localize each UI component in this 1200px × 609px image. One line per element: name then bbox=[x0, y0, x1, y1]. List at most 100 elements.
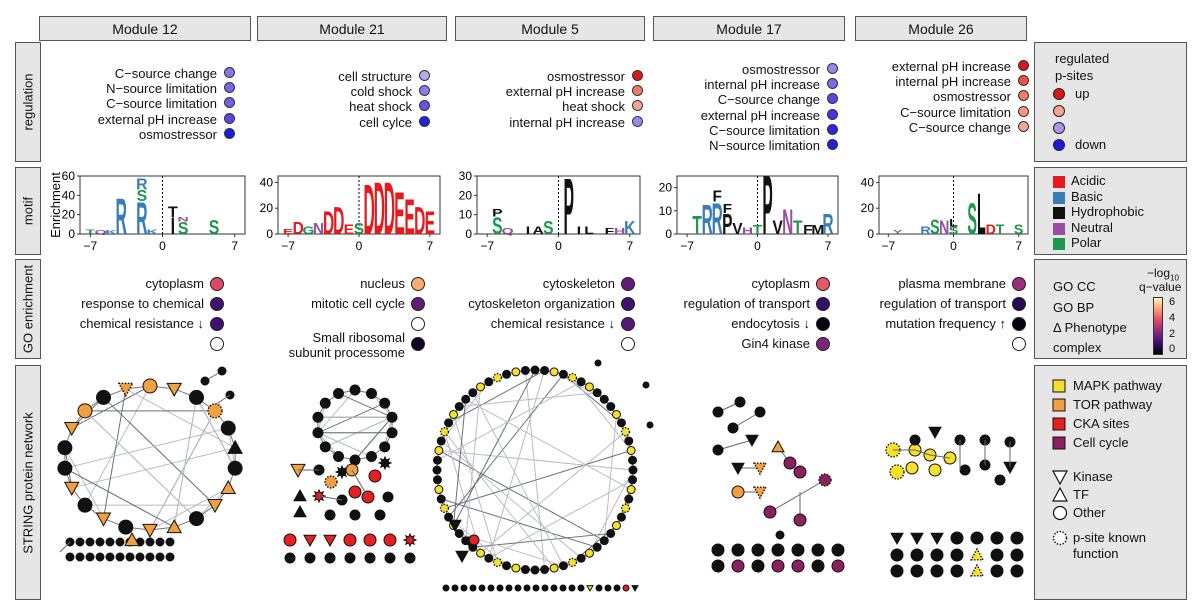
protein-node bbox=[220, 420, 236, 436]
protein-node bbox=[712, 444, 724, 456]
protein-node bbox=[105, 537, 115, 547]
go-dot-icon bbox=[1012, 297, 1026, 311]
x-tick-label: 7 bbox=[626, 239, 633, 253]
module-title: Module 26 bbox=[908, 21, 974, 37]
protein-node bbox=[324, 509, 336, 521]
edge bbox=[717, 439, 753, 451]
protein-node bbox=[492, 557, 503, 568]
protein-node bbox=[65, 552, 75, 562]
edge bbox=[325, 416, 393, 448]
protein-node bbox=[207, 403, 223, 419]
kinase-node bbox=[752, 486, 768, 500]
motif-letter: R bbox=[116, 188, 127, 245]
regulation-item: external pH increase bbox=[892, 59, 1029, 74]
motif-class-label: Polar bbox=[1071, 235, 1102, 250]
protein-node bbox=[751, 543, 765, 557]
tf-node bbox=[220, 479, 237, 495]
protein-node bbox=[558, 561, 568, 571]
motif-letter: G bbox=[302, 224, 314, 236]
regulation-label: internal pH increase bbox=[509, 114, 625, 130]
regulation-item: C−source limitation bbox=[106, 96, 235, 111]
motif-letter: L bbox=[977, 182, 986, 248]
motif-letter: P bbox=[492, 207, 503, 219]
regulation-dot-icon bbox=[827, 139, 838, 150]
tf-node bbox=[227, 439, 243, 454]
kinase-shape-icon bbox=[1051, 470, 1069, 486]
module-header-21: Module 21 bbox=[257, 16, 447, 41]
protein-node bbox=[333, 387, 345, 399]
motif-letter: R bbox=[702, 197, 713, 243]
protein-node bbox=[990, 548, 1004, 562]
motif-class-swatch-icon bbox=[1053, 222, 1065, 235]
go-dot-icon bbox=[1012, 317, 1026, 331]
protein-node bbox=[811, 543, 825, 557]
regulation-item: C−source change bbox=[718, 92, 838, 107]
protein-node bbox=[523, 584, 531, 592]
protein-node bbox=[905, 461, 919, 475]
edge bbox=[589, 469, 634, 554]
go-term-label: nucleus bbox=[360, 276, 405, 291]
regulation-label: external pH increase bbox=[97, 111, 217, 127]
protein-node bbox=[950, 564, 964, 578]
edge bbox=[149, 487, 229, 531]
protein-node bbox=[343, 533, 357, 547]
x-tick-label: 7 bbox=[231, 239, 238, 253]
regulation-item: osmostressor bbox=[742, 62, 838, 77]
protein-node bbox=[142, 378, 158, 394]
protein-node bbox=[478, 584, 486, 592]
regulation-dot-icon bbox=[419, 85, 430, 97]
protein-node bbox=[628, 465, 638, 475]
edge bbox=[480, 431, 626, 554]
protein-node bbox=[592, 542, 602, 552]
regulation-label: C−source limitation bbox=[900, 104, 1011, 120]
go-dot-icon bbox=[621, 297, 635, 311]
motif-letter: Q bbox=[501, 227, 514, 236]
regulation-dot-icon bbox=[827, 93, 838, 105]
go-dot-icon bbox=[210, 317, 224, 331]
protein-node bbox=[363, 533, 377, 547]
kinase-node bbox=[586, 585, 594, 593]
protein-node bbox=[930, 548, 944, 562]
kinase-node bbox=[166, 382, 183, 397]
kinase-node bbox=[290, 463, 306, 479]
starred-node bbox=[377, 455, 393, 471]
kinase-node bbox=[95, 512, 112, 527]
motif-letter: V bbox=[732, 221, 743, 238]
y-tick-label: 20 bbox=[459, 188, 473, 202]
protein-node bbox=[374, 509, 386, 521]
category-swatch-icon bbox=[1052, 379, 1066, 393]
y-tick-label: 0 bbox=[266, 227, 273, 241]
motif-letter: R bbox=[920, 225, 930, 237]
y-tick-label: 10 bbox=[459, 208, 473, 222]
regulation-dot-icon bbox=[632, 100, 643, 112]
x-tick-label: 0 bbox=[159, 239, 166, 253]
motif-letter: E bbox=[425, 206, 435, 242]
edge bbox=[317, 402, 385, 434]
legend-tf: TF bbox=[1073, 487, 1089, 502]
regulation-label: cold shock bbox=[350, 84, 412, 100]
legend-complex: complex bbox=[1053, 340, 1102, 355]
tf-node bbox=[969, 547, 985, 561]
protein-node bbox=[577, 584, 585, 592]
legend-up-label: up bbox=[1075, 86, 1090, 101]
edge bbox=[444, 431, 555, 569]
protein-node bbox=[469, 584, 477, 592]
protein-node bbox=[57, 460, 73, 476]
module-header-5: Module 5 bbox=[455, 16, 645, 41]
edge bbox=[444, 450, 632, 509]
protein-node bbox=[567, 372, 578, 383]
x-tick-label: 0 bbox=[754, 239, 761, 253]
regulation-item: osmostressor bbox=[933, 89, 1029, 104]
legend-phenotype: Δ Phenotype bbox=[1053, 320, 1127, 335]
legend-title: regulated bbox=[1055, 51, 1110, 66]
edge bbox=[438, 449, 634, 471]
regulation-label: osmostressor bbox=[138, 126, 217, 142]
protein-node bbox=[793, 513, 807, 527]
motif-letter: N bbox=[313, 221, 324, 238]
regulation-dot-icon bbox=[827, 123, 838, 135]
protein-node bbox=[930, 564, 944, 578]
module-title: Module 21 bbox=[319, 21, 385, 37]
protein-node bbox=[711, 543, 725, 557]
motif-letter: A bbox=[532, 224, 544, 236]
legend-mapk: MAPK pathway bbox=[1073, 378, 1162, 393]
